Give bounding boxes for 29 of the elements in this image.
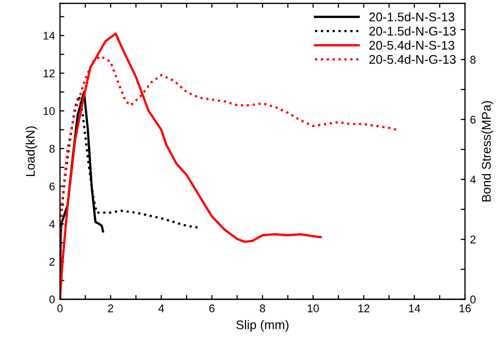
x-tick-label: 0 xyxy=(57,304,63,312)
y-tick-label: 0 xyxy=(49,296,55,304)
x-tick-label: 4 xyxy=(158,304,164,312)
x-tick-label: 16 xyxy=(460,304,471,312)
x-tick-label: 2 xyxy=(108,304,114,312)
x-tick-label: 12 xyxy=(358,304,370,312)
y2-tick-label: 2 xyxy=(470,236,476,244)
y-tick-label: 6 xyxy=(50,182,55,190)
x-tick-label: 10 xyxy=(308,304,319,312)
y-tick-label: 2 xyxy=(50,258,55,266)
legend-label: 20-1.5d-N-S-13 xyxy=(369,12,454,22)
y-tick-label: 4 xyxy=(49,220,55,228)
y2-tick-label: 6 xyxy=(470,116,476,124)
y-tick-label: 12 xyxy=(44,69,55,78)
y-tick-label: 8 xyxy=(49,144,55,153)
y-axis-title: Load(kN) xyxy=(26,126,38,176)
x-tick-label: 14 xyxy=(409,304,420,312)
y2-tick-label: 4 xyxy=(470,176,476,184)
legend-label: 20-1.5d-N-G-13 xyxy=(369,26,456,36)
y2-tick-label: 0 xyxy=(470,296,476,304)
x-tick-label: 6 xyxy=(209,304,214,312)
legend-label: 20-5.4d-N-S-13 xyxy=(369,40,454,50)
y-tick-label: 14 xyxy=(44,32,55,40)
y2-tick-label: 8 xyxy=(470,56,476,64)
x-axis-title: Slip (mm) xyxy=(236,320,288,332)
y2-axis-title: Bond Stress(MPa) xyxy=(482,101,494,202)
x-tick-label: 8 xyxy=(260,304,266,312)
legend-label: 20-5.4d-N-G-13 xyxy=(369,54,456,64)
y-tick-label: 10 xyxy=(44,107,55,116)
